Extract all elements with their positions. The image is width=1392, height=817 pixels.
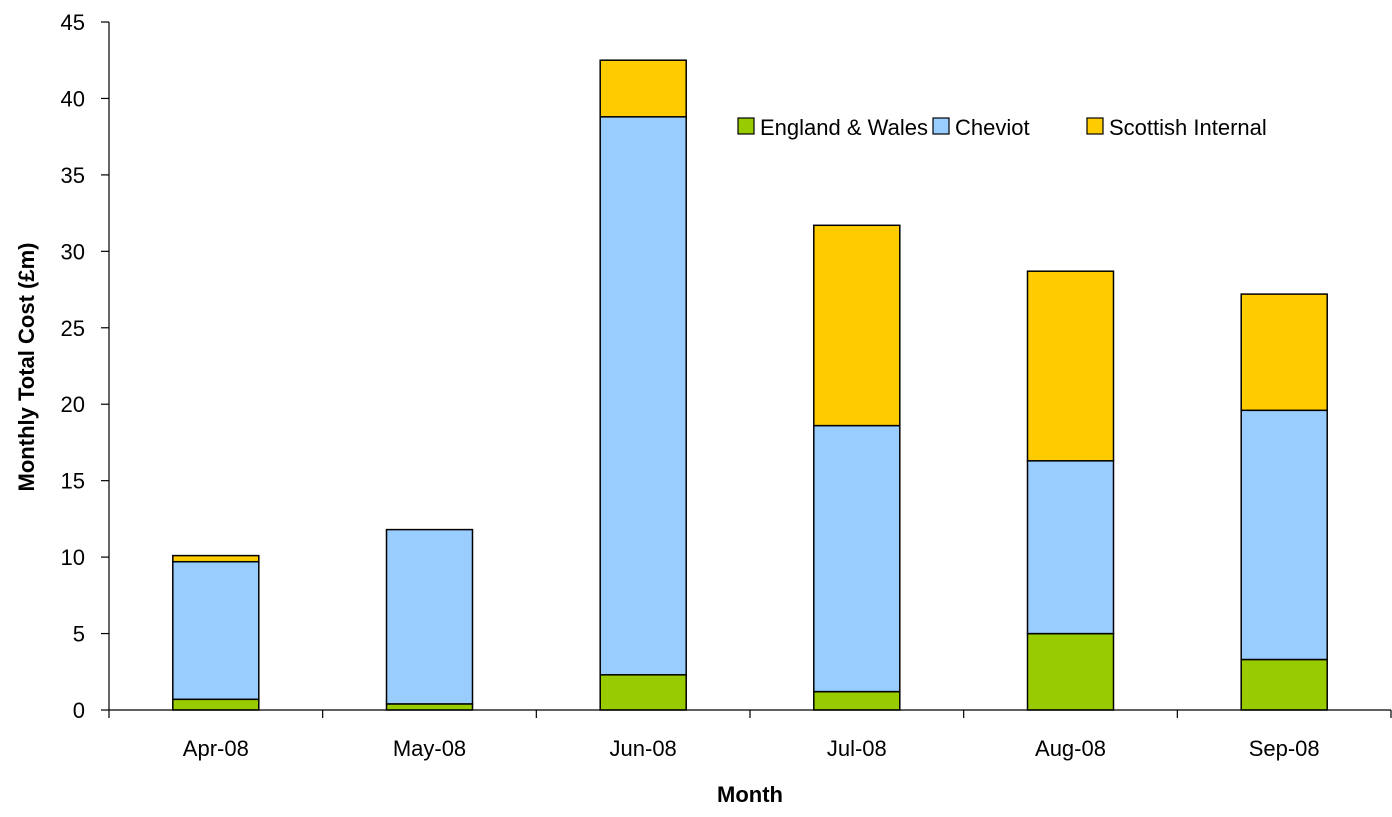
- y-tick-label: 5: [73, 622, 85, 647]
- bar-segment-sep-08-series-1: [1240, 409, 1328, 661]
- y-tick-label: 20: [61, 392, 85, 417]
- legend-swatch-series-2: [1086, 117, 1104, 135]
- bar-segment-apr-08-series-2: [172, 554, 260, 563]
- x-tick-label: Aug-08: [1035, 736, 1106, 761]
- y-tick-label: 40: [61, 86, 85, 111]
- y-axis-title: Monthly Total Cost (£m): [14, 243, 39, 492]
- legend-label-series-1: Cheviot: [955, 115, 1030, 140]
- x-tick-label: Jul-08: [827, 736, 887, 761]
- axes-layer: [101, 21, 1392, 718]
- x-tick-label: Sep-08: [1249, 736, 1320, 761]
- y-tick-label: 30: [61, 239, 85, 264]
- bar-segment-may-08-series-1: [385, 528, 474, 705]
- legend-swatch-series-0: [737, 117, 755, 135]
- bar-segment-aug-08-series-1: [1026, 460, 1115, 635]
- y-tick-label: 0: [73, 698, 85, 723]
- tick-labels-layer: 0 5 10 15 20 25 30 35 40 45 Apr-08 May-08 Jun-08 Jul-…: [61, 10, 1320, 761]
- bar-segment-apr-08-series-0: [172, 698, 260, 711]
- bar-segment-jun-08-series-0: [599, 674, 687, 711]
- bar-segment-jul-08-series-0: [813, 690, 901, 711]
- x-tick-label: May-08: [393, 736, 466, 761]
- legend-swatch-series-1: [932, 117, 950, 135]
- bar-segment-aug-08-series-2: [1026, 270, 1115, 462]
- bar-segment-jun-08-series-2: [599, 59, 687, 118]
- legend-label-series-0: England & Wales: [760, 115, 928, 140]
- bar-segment-may-08-series-0: [385, 703, 474, 711]
- y-tick-label: 45: [61, 10, 85, 35]
- y-tick-label: 10: [61, 545, 85, 570]
- bar-segment-sep-08-series-2: [1240, 293, 1328, 412]
- bar-segment-jun-08-series-1: [599, 116, 687, 676]
- bar-segment-jul-08-series-1: [813, 424, 901, 693]
- x-tick-label: Apr-08: [183, 736, 249, 761]
- y-tick-label: 15: [61, 469, 85, 494]
- bar-segment-aug-08-series-0: [1026, 632, 1115, 711]
- y-tick-label: 25: [61, 316, 85, 341]
- legend-label-series-2: Scottish Internal: [1109, 115, 1267, 140]
- bar-segment-apr-08-series-1: [172, 560, 260, 701]
- x-tick-label: Jun-08: [610, 736, 677, 761]
- bar-segment-sep-08-series-0: [1240, 658, 1328, 711]
- bar-segment-jul-08-series-2: [813, 224, 901, 427]
- bars-layer: [172, 59, 1328, 711]
- legend: England & Wales Cheviot Scottish Internal: [737, 115, 1267, 140]
- x-axis-title: Month: [717, 782, 783, 807]
- y-tick-label: 35: [61, 163, 85, 188]
